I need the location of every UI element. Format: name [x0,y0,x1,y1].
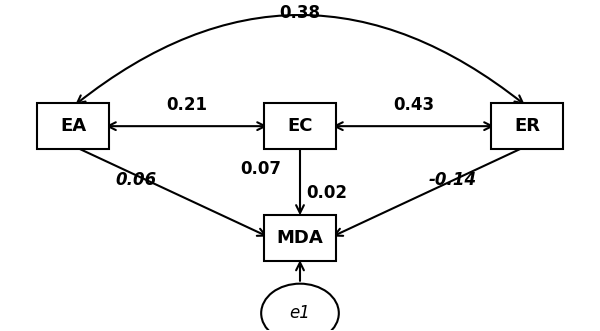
FancyBboxPatch shape [491,103,563,149]
Text: ER: ER [514,117,540,135]
FancyBboxPatch shape [37,103,109,149]
Text: 0.07: 0.07 [241,160,281,178]
FancyBboxPatch shape [264,103,336,149]
FancyArrowPatch shape [77,15,523,103]
Text: 0.43: 0.43 [393,96,434,114]
FancyArrowPatch shape [296,262,304,281]
Ellipse shape [261,284,339,331]
FancyBboxPatch shape [264,215,336,261]
Text: MDA: MDA [277,229,323,247]
Text: EC: EC [287,117,313,135]
Text: 0.38: 0.38 [280,4,320,22]
FancyArrowPatch shape [334,147,524,236]
FancyArrowPatch shape [296,149,304,213]
Text: 0.06: 0.06 [115,171,157,189]
FancyArrowPatch shape [76,147,266,236]
FancyArrowPatch shape [108,122,265,130]
FancyArrowPatch shape [335,122,492,130]
Text: 0.21: 0.21 [166,96,207,114]
Text: 0.02: 0.02 [307,184,347,203]
Text: e1: e1 [290,304,310,322]
Text: EA: EA [60,117,86,135]
Text: -0.14: -0.14 [428,171,476,189]
